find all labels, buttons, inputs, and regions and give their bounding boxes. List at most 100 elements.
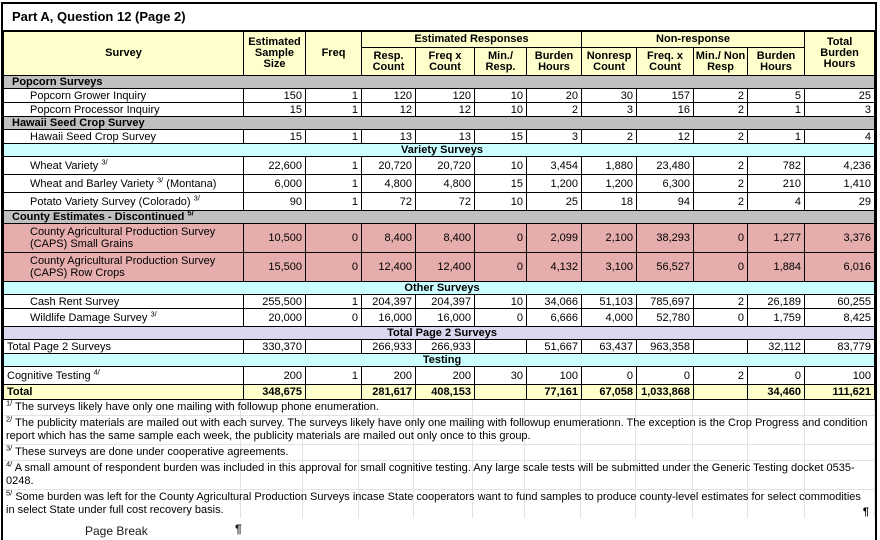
value-cell: 26,189 [747, 294, 806, 309]
section-band: Testing [2, 353, 876, 367]
header-nonresp-burden-hours: Burden Hours [747, 47, 806, 76]
value-cell: 0 [693, 308, 749, 327]
value-cell: 6,000 [243, 174, 306, 193]
value-cell: 281,617 [361, 384, 416, 400]
survey-label: Total [7, 386, 33, 398]
value-cell: 16 [636, 102, 695, 117]
value-cell: 4,800 [415, 174, 475, 193]
table-row: Potato Variety Survey (Colorado) 3/90 1 72… [3, 192, 876, 211]
value-cell: 3,454 [525, 156, 583, 175]
value-cell: 8,400 [415, 223, 475, 253]
section-label: Variety Surveys [401, 144, 483, 156]
value-cell: 4,000 [581, 308, 638, 327]
value-cell: 77,161 [525, 384, 583, 400]
value-cell: 1,200 [525, 174, 583, 193]
survey-name-cell: County Agricultural Production Survey (C… [3, 223, 244, 253]
survey-label: Wheat Variety [30, 159, 102, 172]
value-cell: 348,675 [243, 384, 306, 400]
section-band: Hawaii Seed Crop Survey [2, 116, 876, 130]
section-label: Other Surveys [404, 282, 480, 294]
value-cell: 1,200 [581, 174, 638, 193]
survey-label: Popcorn Grower Inquiry [30, 89, 147, 102]
value-cell: 29 [804, 192, 876, 211]
section-label: Testing [422, 354, 462, 366]
value-cell: 2 [581, 129, 638, 144]
value-cell: 1 [305, 129, 362, 144]
section-band: Variety Surveys [2, 143, 876, 157]
value-cell: 0 [474, 223, 527, 253]
value-cell: 6,666 [525, 308, 583, 327]
value-cell: 0 [693, 223, 749, 253]
value-cell: 10 [474, 102, 527, 117]
table-body: Popcorn Surveys Popcorn Grower Inquiry 150… [2, 75, 876, 400]
value-cell: 150 [243, 88, 306, 103]
survey-label: Total Page 2 Surveys [7, 340, 111, 353]
header-total-burden: Total Burden Hours [804, 31, 876, 76]
value-cell: 3 [525, 129, 583, 144]
value-cell: 16,000 [361, 308, 416, 327]
value-cell: 34,066 [525, 294, 583, 309]
value-cell: 3,376 [804, 223, 876, 253]
value-cell: 0 [693, 252, 749, 282]
value-cell: 25 [525, 192, 583, 211]
value-cell [474, 384, 527, 400]
survey-label: Cash Rent Survey [30, 295, 120, 308]
value-cell: 0 [581, 366, 638, 385]
value-cell: 0 [636, 366, 695, 385]
value-cell: 38,293 [636, 223, 695, 253]
value-cell: 15 [474, 129, 527, 144]
header-sample-size: Estimated Sample Size [243, 31, 306, 76]
footnote: 4/ A small amount of respondent burden w… [3, 460, 875, 490]
survey-name-cell: Wildlife Damage Survey 3/ [3, 308, 244, 327]
page-title: Part A, Question 12 (Page 2) [3, 4, 875, 31]
value-cell: 10,500 [243, 223, 306, 253]
value-cell: 10 [474, 88, 527, 103]
footnote: 5/ Some burden was left for the County A… [3, 488, 875, 518]
value-cell: 72 [415, 192, 475, 211]
footnote-marker: 2/ [6, 414, 13, 424]
header-burden-hours: Burden Hours [525, 47, 583, 76]
value-cell: 0 [305, 308, 362, 327]
value-cell [693, 339, 749, 354]
footnote: 3/ These surveys are done under cooperat… [3, 444, 875, 461]
section-label: Hawaii Seed Crop Survey [12, 117, 145, 129]
value-cell: 25 [804, 88, 876, 103]
value-cell: 2 [693, 366, 749, 385]
value-cell: 1,277 [747, 223, 806, 253]
value-cell: 2,099 [525, 223, 583, 253]
value-cell: 2 [525, 102, 583, 117]
value-cell: 23,480 [636, 156, 695, 175]
value-cell [693, 384, 749, 400]
value-cell: 51,103 [581, 294, 638, 309]
table-row: Total Page 2 Surveys 330,370 266,933 266,93… [3, 339, 876, 354]
footnote: 1/ The surveys likely have only one mail… [3, 399, 875, 416]
survey-label: Potato Variety Survey (Colorado) [30, 195, 194, 208]
survey-label-suffix: (Montana) [163, 177, 217, 190]
value-cell [305, 339, 362, 354]
value-cell: 2 [693, 192, 749, 211]
value-cell: 4 [804, 129, 876, 144]
value-cell: 200 [361, 366, 416, 385]
value-cell: 1 [305, 156, 362, 175]
value-cell: 2 [693, 129, 749, 144]
table-row: Cash Rent Survey 255,500 1 204,397 204,397 10… [3, 294, 876, 309]
value-cell: 3,100 [581, 252, 638, 282]
table-row: Hawaii Seed Crop Survey 15 1 13 13 15 3 2 12 2 1 4 [3, 129, 876, 144]
value-cell: 15 [243, 129, 306, 144]
value-cell: 1,410 [804, 174, 876, 193]
value-cell: 5 [747, 88, 806, 103]
value-cell: 13 [361, 129, 416, 144]
value-cell: 10 [474, 192, 527, 211]
value-cell: 408,153 [415, 384, 475, 400]
value-cell: 782 [747, 156, 806, 175]
survey-label: County Agricultural Production Survey (C… [30, 226, 216, 250]
header-freq: Freq [305, 31, 362, 76]
value-cell: 12,400 [361, 252, 416, 282]
value-cell: 4,800 [361, 174, 416, 193]
value-cell [305, 384, 362, 400]
survey-name-cell: Wheat Variety 3/ [3, 156, 244, 175]
value-cell: 15 [243, 102, 306, 117]
value-cell: 20,720 [415, 156, 475, 175]
footnote-marker: 5/ [6, 488, 13, 498]
value-cell: 1 [305, 102, 362, 117]
